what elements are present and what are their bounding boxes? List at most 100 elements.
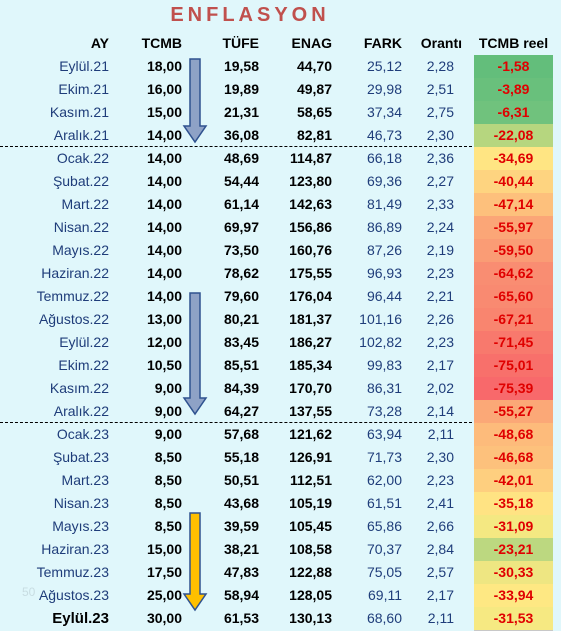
- month-cell: Aralık.22: [53, 403, 109, 419]
- tcmb-cell: 14,00: [146, 196, 182, 212]
- tufe-cell: 79,60: [223, 288, 259, 304]
- oranti-cell: 2,84: [426, 541, 454, 557]
- table-row: Şubat.23 8,50 55,18 126,91 71,73 2,30 -46,68: [0, 446, 561, 470]
- fark-cell: 81,49: [366, 196, 402, 212]
- month-cell: Ekim.21: [58, 81, 109, 97]
- header-enag: ENAG: [291, 35, 332, 51]
- fark-cell: 86,31: [366, 380, 402, 396]
- tufe-cell: 57,68: [223, 426, 259, 442]
- header-tcmb: TCMB: [141, 35, 182, 51]
- tcmb-cell: 18,00: [146, 58, 182, 74]
- fark-cell: 73,28: [366, 403, 402, 419]
- enag-cell: 137,55: [289, 403, 332, 419]
- fark-cell: 75,05: [366, 564, 402, 580]
- enag-cell: 105,45: [289, 518, 332, 534]
- tcmb-cell: 15,00: [146, 541, 182, 557]
- tufe-cell: 54,44: [223, 173, 259, 189]
- enag-cell: 112,51: [289, 472, 332, 488]
- arrow-down-icon: [182, 58, 208, 144]
- oranti-cell: 2,51: [426, 81, 454, 97]
- tcmb-cell: 14,00: [146, 173, 182, 189]
- tufe-cell: 36,08: [223, 127, 259, 143]
- fark-cell: 86,89: [366, 219, 402, 235]
- page-title: ENFLASYON: [170, 4, 330, 26]
- tcmb-cell: 25,00: [146, 587, 182, 603]
- enag-cell: 126,91: [289, 449, 332, 465]
- enag-cell: 181,37: [289, 311, 332, 327]
- oranti-cell: 2,33: [426, 196, 454, 212]
- tcmb-cell: 14,00: [146, 265, 182, 281]
- tcmb-reel-cell: -3,89: [474, 78, 553, 102]
- table-row: Mart.23 8,50 50,51 112,51 62,00 2,23 -42,01: [0, 469, 561, 493]
- month-cell: Temmuz.22: [36, 288, 109, 304]
- fark-cell: 69,36: [366, 173, 402, 189]
- arrow-down-icon: [182, 512, 208, 612]
- month-cell: Kasım.21: [49, 104, 109, 120]
- month-cell: Nisan.23: [53, 495, 109, 511]
- enag-cell: 123,80: [289, 173, 332, 189]
- tcmb-cell: 14,00: [146, 219, 182, 235]
- table-row: Mayıs.23 8,50 39,59 105,45 65,86 2,66 -31,09: [0, 515, 561, 539]
- table-row: Haziran.23 15,00 38,21 108,58 70,37 2,84 -23,2…: [0, 538, 561, 562]
- oranti-cell: 2,27: [426, 173, 454, 189]
- month-cell: Mart.22: [61, 196, 109, 212]
- tcmb-reel-cell: -42,01: [474, 469, 553, 493]
- tcmb-cell: 10,50: [146, 357, 182, 373]
- tufe-cell: 69,97: [223, 219, 259, 235]
- table-row: Ağustos.23 25,00 58,94 128,05 69,11 2,17 -33,9…: [0, 584, 561, 608]
- fark-cell: 96,44: [366, 288, 402, 304]
- month-cell: Ağustos.23: [38, 587, 109, 603]
- tcmb-reel-cell: -22,08: [474, 124, 553, 148]
- tcmb-cell: 9,00: [154, 403, 182, 419]
- month-cell: Şubat.23: [52, 449, 109, 465]
- oranti-cell: 2,23: [426, 265, 454, 281]
- fark-cell: 102,82: [359, 334, 402, 350]
- oranti-cell: 2,19: [426, 242, 454, 258]
- fark-cell: 25,12: [366, 58, 402, 74]
- table-row: Mart.22 14,00 61,14 142,63 81,49 2,33 -47,14: [0, 193, 561, 217]
- enag-cell: 176,04: [289, 288, 332, 304]
- tcmb-reel-cell: -48,68: [474, 423, 553, 447]
- tufe-cell: 55,18: [223, 449, 259, 465]
- fark-cell: 68,60: [366, 610, 402, 626]
- arrow-shape: [182, 58, 208, 144]
- tcmb-reel-cell: -40,44: [474, 170, 553, 194]
- tcmb-reel-cell: -67,21: [474, 308, 553, 332]
- tcmb-reel-cell: -64,62: [474, 262, 553, 286]
- tufe-cell: 19,58: [223, 58, 259, 74]
- month-cell: Eylül.21: [59, 58, 109, 74]
- tcmb-reel-cell: -35,18: [474, 492, 553, 516]
- header-tufe: TÜFE: [222, 35, 259, 51]
- table-row: Ocak.22 14,00 48,69 114,87 66,18 2,36 -34,69: [0, 147, 561, 171]
- arrow-shape: [182, 292, 208, 416]
- tcmb-reel-cell: -75,39: [474, 377, 553, 401]
- tcmb-reel-cell: -34,69: [474, 147, 553, 171]
- tcmb-cell: 15,00: [146, 104, 182, 120]
- tcmb-cell: 9,00: [154, 426, 182, 442]
- table-row: Aralık.21 14,00 36,08 82,81 46,73 2,30 -22,08: [0, 124, 561, 148]
- oranti-cell: 2,26: [426, 311, 454, 327]
- fark-cell: 65,86: [366, 518, 402, 534]
- month-cell: Mayıs.22: [52, 242, 109, 258]
- enag-cell: 49,87: [296, 81, 332, 97]
- tcmb-cell: 14,00: [146, 288, 182, 304]
- tufe-cell: 73,50: [223, 242, 259, 258]
- enag-cell: 185,34: [289, 357, 332, 373]
- tufe-cell: 50,51: [223, 472, 259, 488]
- header-ay: AY: [90, 35, 109, 51]
- tcmb-reel-cell: -59,50: [474, 239, 553, 263]
- enag-cell: 160,76: [289, 242, 332, 258]
- tufe-cell: 38,21: [223, 541, 259, 557]
- tcmb-cell: 9,00: [154, 380, 182, 396]
- tcmb-reel-cell: -31,53: [474, 607, 553, 631]
- tcmb-reel-cell: -30,33: [474, 561, 553, 585]
- tcmb-reel-cell: -6,31: [474, 101, 553, 125]
- tcmb-cell: 30,00: [146, 610, 182, 626]
- header-oranti: Orantı: [420, 35, 462, 51]
- table-row: Haziran.22 14,00 78,62 175,55 96,93 2,23 -64,6…: [0, 262, 561, 286]
- oranti-cell: 2,14: [426, 403, 454, 419]
- fark-cell: 63,94: [366, 426, 402, 442]
- oranti-cell: 2,17: [426, 587, 454, 603]
- tufe-cell: 58,94: [223, 587, 259, 603]
- enag-cell: 108,58: [289, 541, 332, 557]
